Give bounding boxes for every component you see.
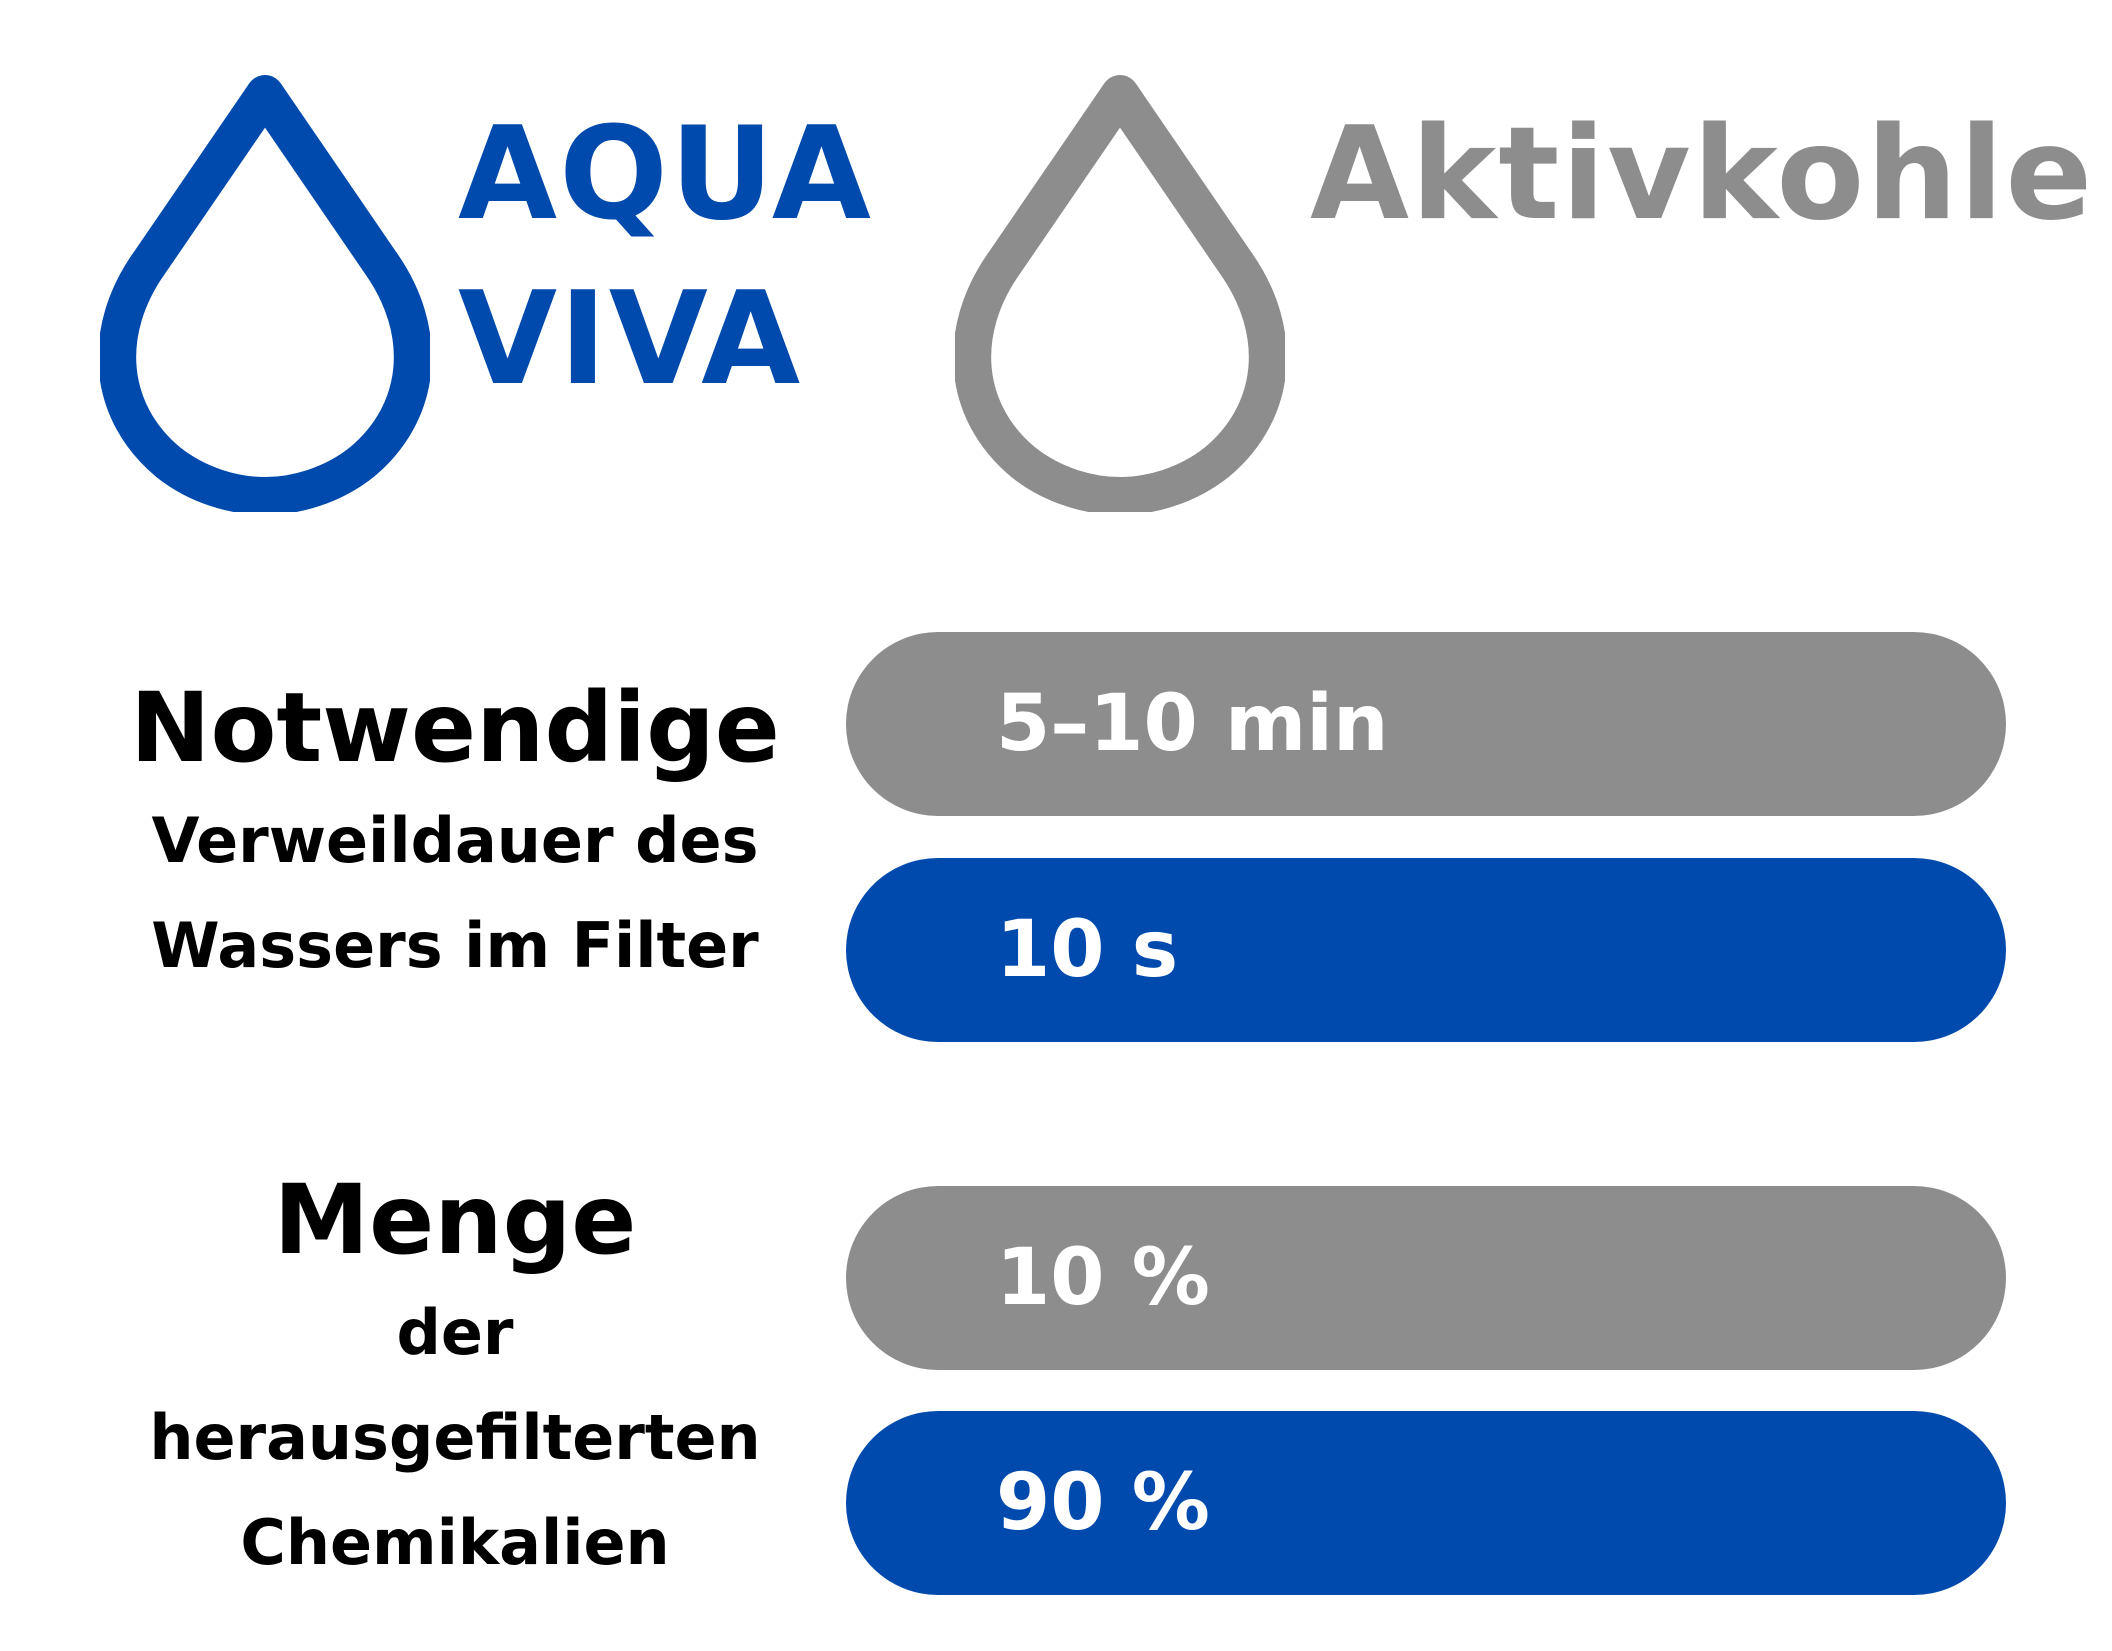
aqua-viva-value-pill: 10 s	[846, 858, 2006, 1042]
brand-aktivkohle: Aktivkohle	[1310, 100, 2095, 249]
pill-value: 10 %	[996, 1233, 1210, 1323]
comparison-label-chemicals: Menge der herausgefilterten Chemikalien	[100, 1160, 810, 1595]
comparison-heading: Notwendige	[130, 672, 780, 784]
comparison-subline: Chemikalien	[240, 1506, 670, 1579]
water-drop-icon	[100, 75, 430, 512]
pill-value: 10 s	[996, 905, 1179, 995]
comparison-subline: Wassers im Filter	[151, 909, 759, 982]
comparison-label-residence-time: Notwendige Verweildauer des Wassers im F…	[100, 668, 810, 998]
aktivkohle-value-pill: 10 %	[846, 1186, 2006, 1370]
comparison-heading: Menge	[273, 1164, 637, 1276]
water-drop-icon	[955, 75, 1285, 512]
comparison-subline: der	[396, 1296, 514, 1369]
comparison-subline: Verweildauer des	[151, 804, 759, 877]
brand-aqua-line2: VIVA	[458, 265, 803, 414]
pill-value: 90 %	[996, 1458, 1210, 1548]
comparison-subline: herausgefilterten	[149, 1401, 761, 1474]
pill-value: 5–10 min	[996, 679, 1389, 769]
brand-aqua-viva: AQUA VIVA	[458, 92, 873, 422]
aqua-viva-value-pill: 90 %	[846, 1411, 2006, 1595]
brand-aqua-line1: AQUA	[458, 100, 873, 249]
aktivkohle-value-pill: 5–10 min	[846, 632, 2006, 816]
